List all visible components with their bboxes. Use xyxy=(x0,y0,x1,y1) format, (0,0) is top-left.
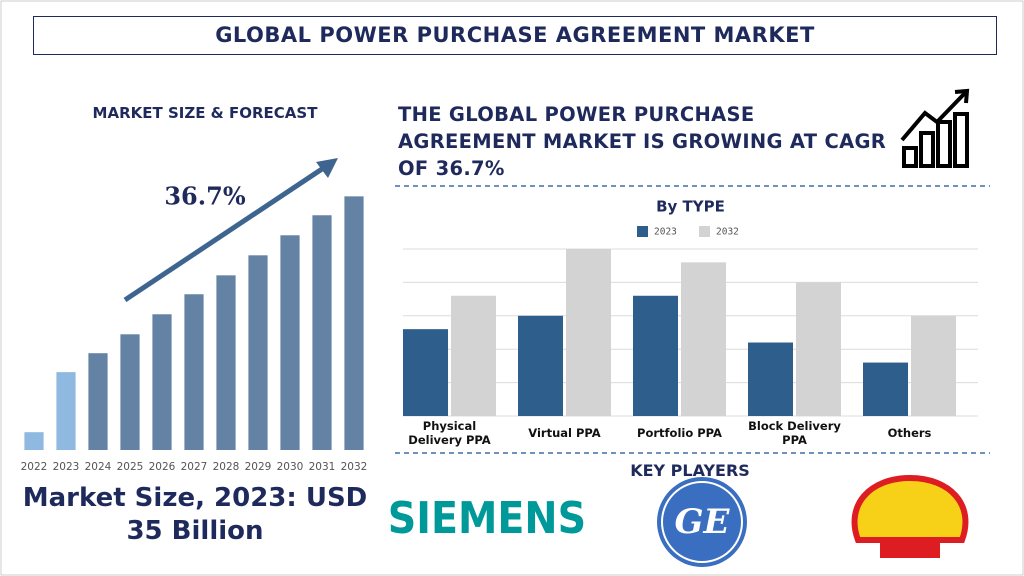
bar xyxy=(280,235,300,450)
bar xyxy=(451,295,496,416)
bar xyxy=(216,275,236,450)
trend-arrow-head xyxy=(316,158,338,178)
bar xyxy=(312,215,332,450)
bar xyxy=(24,432,44,450)
bar xyxy=(748,342,793,416)
legend-label: 2032 xyxy=(716,227,739,238)
trend-arrow xyxy=(123,162,330,303)
bar xyxy=(518,315,563,416)
x-tick-label: 2023 xyxy=(53,461,80,473)
x-tick-label: 2025 xyxy=(117,461,144,473)
bar xyxy=(566,249,611,416)
key-players-heading: KEY PLAYERS xyxy=(630,461,750,480)
bar xyxy=(120,334,140,450)
bar xyxy=(633,295,678,416)
x-tick-label: 2031 xyxy=(309,461,336,473)
chart-title: By TYPE xyxy=(656,198,725,216)
x-tick-label: 2029 xyxy=(245,461,272,473)
x-tick-label: 2030 xyxy=(277,461,304,473)
logo-ge-ring xyxy=(661,481,743,563)
bar xyxy=(863,362,908,416)
x-tick-label: Others xyxy=(887,426,932,440)
bar xyxy=(403,329,448,416)
x-tick-label: Block Delivery PPA xyxy=(748,419,841,447)
growth-icon xyxy=(900,88,970,168)
bar xyxy=(152,314,172,450)
title: GLOBAL POWER PURCHASE AGREEMENT MARKET xyxy=(33,16,997,55)
bar xyxy=(681,262,726,416)
logo-shell xyxy=(851,474,969,558)
headline: THE GLOBAL POWER PURCHASE AGREEMENT MARK… xyxy=(398,103,887,180)
legend-swatch xyxy=(637,226,648,237)
bar xyxy=(911,315,956,416)
bar xyxy=(184,294,204,450)
x-tick-label: Portfolio PPA xyxy=(637,426,722,440)
logo-siemens: SIEMENS xyxy=(388,492,586,544)
bar xyxy=(248,255,268,450)
cagr-label: 36.7% xyxy=(164,182,245,211)
logo-ge-text: GE xyxy=(675,502,731,542)
logo-ge xyxy=(657,477,747,567)
x-tick-label: 2024 xyxy=(85,461,112,473)
x-tick-label: Virtual PPA xyxy=(528,426,601,440)
bar xyxy=(796,282,841,416)
market-size: Market Size, 2023: USD 35 Billion xyxy=(22,483,368,546)
bar xyxy=(88,353,108,450)
x-tick-label: Physical Delivery PPA xyxy=(408,419,491,447)
x-tick-label: 2032 xyxy=(341,461,368,473)
legend-swatch xyxy=(699,226,710,237)
legend-label: 2023 xyxy=(654,227,677,238)
bar xyxy=(344,196,364,450)
bar xyxy=(56,372,76,450)
x-tick-label: 2026 xyxy=(149,461,176,473)
x-tick-label: 2028 xyxy=(213,461,240,473)
x-tick-label: 2022 xyxy=(21,461,48,473)
x-tick-label: 2027 xyxy=(181,461,208,473)
panel-heading: MARKET SIZE & FORECAST xyxy=(92,104,318,122)
